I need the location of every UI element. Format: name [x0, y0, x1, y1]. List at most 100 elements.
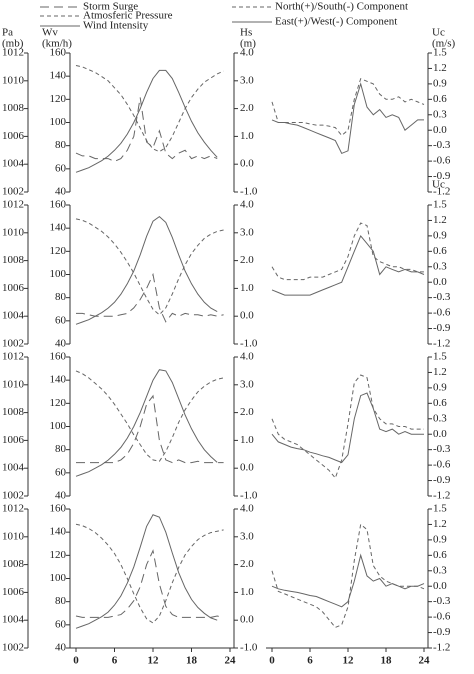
y-tick-label: 2.0 — [240, 406, 254, 418]
y-tick-label: -0.6 — [433, 611, 451, 623]
y-tick-label: 1010 — [2, 226, 25, 238]
y-tick-label: -0.9 — [433, 170, 451, 182]
y-tick-label: 0.0 — [240, 158, 254, 170]
y-tick-label: 160 — [50, 351, 67, 363]
y-tick-label: 1006 — [2, 586, 25, 598]
y-tick-label: 1004 — [2, 158, 25, 170]
y-tick-label: 100 — [50, 268, 67, 280]
y-tick-label: 1010 — [2, 74, 25, 86]
y-tick-label: 0.9 — [433, 77, 447, 89]
y-tick-label: 160 — [50, 47, 67, 59]
y-tick-label: -1.2 — [433, 338, 450, 350]
axis-label: (m) — [240, 38, 256, 50]
y-tick-label: 160 — [50, 503, 67, 515]
y-tick-label: 2.0 — [240, 558, 254, 570]
y-tick-label: 0.3 — [433, 564, 447, 576]
y-tick-label: -1.0 — [240, 338, 258, 350]
y-tick-label: -0.6 — [433, 459, 451, 471]
y-tick-label: 1008 — [2, 102, 25, 114]
y-tick-label: 1.0 — [240, 282, 254, 294]
y-tick-label: 1006 — [2, 434, 25, 446]
y-tick-label: 1012 — [2, 351, 24, 363]
y-tick-label: 80 — [55, 595, 67, 607]
y-tick-label: 0.6 — [433, 93, 447, 105]
y-tick-label: 120 — [50, 397, 67, 409]
y-tick-label: 1004 — [2, 310, 25, 322]
y-tick-label: 0.3 — [433, 260, 447, 272]
y-tick-label: 1004 — [2, 614, 25, 626]
y-tick-label: 60 — [55, 162, 67, 174]
series-line — [271, 392, 424, 464]
y-tick-label: 1.0 — [240, 586, 254, 598]
series-line — [75, 218, 224, 316]
y-tick-label: 1008 — [2, 254, 25, 266]
series-line — [271, 222, 424, 281]
y-tick-label: -0.3 — [433, 443, 451, 455]
x-tick-label: 6 — [307, 655, 313, 667]
x-tick-label: 18 — [186, 655, 198, 667]
y-tick-label: 120 — [50, 549, 67, 561]
series-line — [75, 514, 218, 629]
y-tick-label: 0.0 — [240, 614, 254, 626]
series-line — [271, 523, 425, 629]
y-tick-label: 3.0 — [240, 74, 254, 86]
series-line — [75, 523, 224, 624]
series-line — [75, 370, 224, 462]
y-tick-label: -0.6 — [433, 307, 451, 319]
axis-label: Wv — [42, 27, 58, 39]
series-line — [271, 78, 425, 137]
x-tick-label: 12 — [148, 655, 160, 667]
y-tick-label: 1.2 — [433, 366, 447, 378]
y-tick-label: 0.6 — [433, 549, 447, 561]
y-tick-label: -1.2 — [433, 490, 450, 502]
x-tick-label: 0 — [73, 655, 79, 667]
y-tick-label: -0.3 — [433, 595, 451, 607]
y-tick-label: 0.3 — [433, 412, 447, 424]
series-line — [75, 97, 218, 162]
y-tick-label: 100 — [50, 420, 67, 432]
axis-label: Uc — [432, 27, 445, 39]
y-tick-label: 0.0 — [433, 124, 447, 136]
series-line — [271, 553, 425, 608]
y-tick-label: 0.0 — [433, 580, 447, 592]
y-tick-label: 40 — [55, 338, 67, 350]
y-tick-label: 160 — [50, 199, 67, 211]
series-line — [76, 394, 224, 464]
y-tick-label: 1008 — [2, 558, 25, 570]
y-tick-label: 3.0 — [240, 378, 254, 390]
y-tick-label: 2.0 — [240, 102, 254, 114]
y-tick-label: 1010 — [2, 530, 25, 542]
y-tick-label: 2.0 — [240, 254, 254, 266]
y-tick-label: 1.5 — [433, 47, 447, 59]
y-tick-label: 140 — [50, 374, 67, 386]
y-tick-label: -0.6 — [433, 155, 451, 167]
y-tick-label: 0.3 — [433, 108, 447, 120]
y-tick-label: 80 — [55, 443, 67, 455]
series-line — [271, 234, 425, 296]
y-tick-label: 40 — [55, 186, 67, 198]
y-tick-label: 4.0 — [240, 351, 254, 363]
y-tick-label: 80 — [55, 291, 67, 303]
y-tick-label: 1012 — [2, 47, 24, 59]
y-tick-label: 0.9 — [433, 229, 447, 241]
series-line — [75, 369, 218, 477]
y-tick-label: 60 — [55, 618, 67, 630]
y-tick-label: 1006 — [2, 282, 25, 294]
y-tick-label: 0.0 — [240, 310, 254, 322]
y-tick-label: 100 — [50, 116, 67, 128]
series-line — [271, 374, 424, 480]
y-tick-label: 1.2 — [433, 214, 447, 226]
y-tick-label: 40 — [55, 642, 67, 654]
legend-label: Atmosferic Pressure — [83, 10, 173, 22]
x-tick-label: 12 — [343, 655, 355, 667]
y-tick-label: 1.2 — [433, 62, 447, 74]
y-tick-label: 1002 — [2, 338, 24, 350]
axis-label: (m/s) — [432, 38, 456, 50]
legend-label: North(+)/South(-) Component — [275, 1, 408, 13]
y-tick-label: 120 — [50, 245, 67, 257]
series-line — [75, 215, 218, 325]
y-tick-label: 1002 — [2, 490, 24, 502]
y-tick-label: -0.3 — [433, 139, 451, 151]
y-tick-label: 60 — [55, 466, 67, 478]
